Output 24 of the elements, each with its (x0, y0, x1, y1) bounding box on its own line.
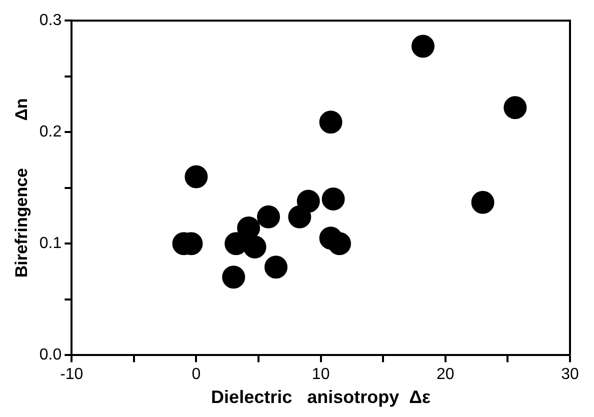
point (471, 190, 494, 214)
y-tick-label: 0.0 (39, 346, 62, 364)
point (411, 34, 434, 58)
x-tick-label: 0 (192, 366, 201, 384)
point (264, 256, 288, 279)
x-tick-label: 10 (312, 366, 330, 384)
point (319, 110, 342, 134)
y-tick-label: 0.3 (39, 12, 62, 30)
point (296, 190, 320, 213)
point (322, 188, 345, 211)
y-axis-title: Birefringence Δn (12, 98, 31, 278)
point (504, 96, 527, 120)
point (222, 266, 246, 289)
point (237, 216, 260, 240)
x-axis-title: Dielectric anisotropy Δε (211, 387, 432, 408)
x-tick-label: 30 (561, 366, 579, 384)
point (184, 165, 208, 188)
x-tick-label: 20 (436, 366, 454, 384)
point (328, 232, 352, 256)
y-tick-label: 0.1 (39, 235, 62, 252)
x-tick-label: -10 (60, 366, 84, 384)
point (256, 205, 280, 228)
y-tick-label: 0.2 (39, 124, 62, 141)
point (243, 236, 266, 259)
